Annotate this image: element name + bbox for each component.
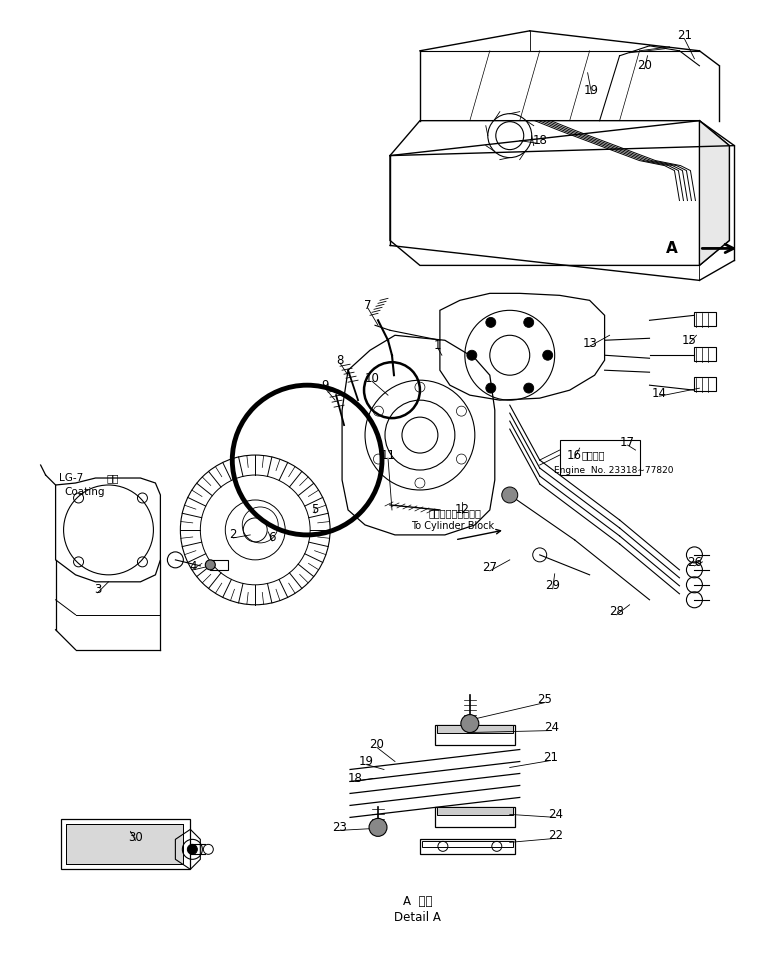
Circle shape [502, 487, 518, 503]
Text: 17: 17 [620, 436, 635, 449]
Bar [695, 313, 716, 326]
Text: 21: 21 [543, 751, 558, 764]
Text: 18: 18 [347, 772, 363, 785]
Text: 24: 24 [549, 808, 563, 820]
Circle shape [486, 384, 496, 393]
Text: 22: 22 [549, 829, 563, 842]
Text: 2: 2 [230, 528, 237, 542]
Text: A  詳細: A 詳細 [403, 894, 433, 908]
Text: A: A [666, 241, 677, 256]
Bar [437, 808, 513, 816]
Text: 6: 6 [269, 531, 276, 545]
Text: 25: 25 [537, 693, 552, 706]
Bar [66, 824, 184, 864]
Text: 8: 8 [337, 353, 343, 367]
Circle shape [486, 318, 496, 327]
Text: To Cylinder Block: To Cylinder Block [412, 520, 494, 531]
Circle shape [524, 318, 534, 327]
Text: 18: 18 [532, 134, 547, 148]
Text: 塗布: 塗布 [106, 473, 119, 483]
Text: 4: 4 [190, 560, 197, 573]
Bar [695, 348, 716, 361]
Text: 14: 14 [652, 386, 667, 400]
Text: 27: 27 [482, 561, 497, 575]
Circle shape [187, 845, 197, 854]
Bar [560, 440, 640, 475]
Circle shape [524, 384, 534, 393]
Text: Coating: Coating [64, 487, 105, 497]
Text: 10: 10 [365, 372, 379, 385]
Text: 29: 29 [545, 580, 560, 592]
Circle shape [467, 351, 477, 360]
Text: 5: 5 [311, 503, 319, 517]
Bar [435, 808, 515, 827]
Circle shape [205, 560, 215, 570]
Bar [420, 839, 515, 854]
Text: 11: 11 [380, 449, 396, 461]
Bar [695, 377, 716, 391]
Text: 12: 12 [454, 503, 470, 517]
Text: 19: 19 [584, 84, 599, 97]
Text: 30: 30 [128, 831, 143, 844]
Polygon shape [699, 120, 729, 265]
Text: 7: 7 [364, 299, 372, 312]
Text: 19: 19 [359, 755, 373, 768]
Bar [422, 841, 513, 848]
Text: シリンダブロックへ: シリンダブロックへ [428, 508, 481, 518]
Bar [60, 820, 190, 869]
Text: 21: 21 [677, 29, 692, 43]
Bar [210, 560, 228, 570]
Text: 20: 20 [369, 738, 385, 751]
Text: 1: 1 [435, 339, 441, 352]
Bar [435, 724, 515, 745]
Text: LG-7: LG-7 [60, 473, 83, 483]
Text: 20: 20 [637, 59, 652, 72]
Text: 13: 13 [582, 337, 597, 350]
Text: 9: 9 [321, 379, 329, 391]
Text: 3: 3 [94, 584, 101, 596]
Bar [437, 724, 513, 732]
Text: 16: 16 [567, 449, 582, 461]
Bar [66, 824, 184, 864]
Text: 15: 15 [682, 334, 697, 347]
Circle shape [369, 819, 387, 836]
Text: Detail A: Detail A [395, 911, 441, 923]
Text: 24: 24 [544, 721, 559, 734]
Text: 適用号等: 適用号等 [582, 450, 605, 460]
Text: 23: 23 [332, 820, 347, 834]
Circle shape [542, 351, 552, 360]
Circle shape [461, 715, 479, 732]
Text: Engine  No. 23318∼77820: Engine No. 23318∼77820 [554, 465, 673, 475]
Text: 28: 28 [609, 605, 624, 619]
Text: 26: 26 [687, 556, 702, 569]
